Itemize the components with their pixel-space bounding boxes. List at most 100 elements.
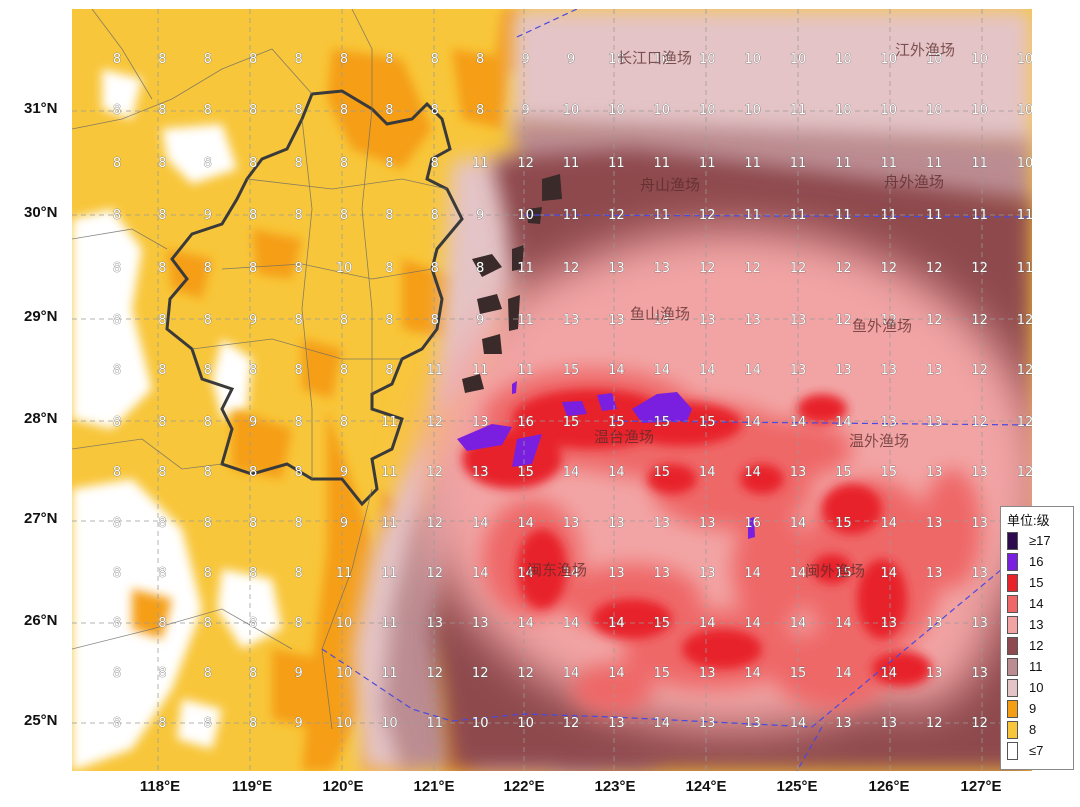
grid-value: 12 bbox=[1017, 363, 1032, 378]
grid-value: 12 bbox=[971, 313, 988, 328]
longitude-label: 123°E bbox=[594, 778, 636, 795]
grid-value: 11 bbox=[381, 666, 398, 681]
legend-item: 13 bbox=[1007, 615, 1071, 635]
grid-value: 12 bbox=[699, 208, 716, 223]
fishing-area-label: 江外渔场 bbox=[895, 41, 955, 59]
grid-value: 14 bbox=[835, 415, 852, 430]
grid-value: 12 bbox=[1017, 313, 1032, 328]
grid-value: 13 bbox=[608, 261, 625, 276]
grid-value: 8 bbox=[204, 261, 212, 276]
grid-value: 8 bbox=[158, 566, 166, 581]
grid-value: 14 bbox=[563, 666, 580, 681]
grid-value: 8 bbox=[385, 261, 393, 276]
legend-label: 12 bbox=[1029, 638, 1044, 653]
grid-value: 12 bbox=[563, 716, 580, 731]
grid-value: 13 bbox=[654, 566, 671, 581]
grid-value: 15 bbox=[654, 616, 671, 631]
grid-value: 13 bbox=[790, 313, 807, 328]
legend-item: 10 bbox=[1007, 678, 1071, 698]
grid-value: 14 bbox=[608, 666, 625, 681]
grid-value: 8 bbox=[204, 616, 212, 631]
fishing-area-label: 鱼山渔场 bbox=[630, 305, 690, 323]
legend-item: 12 bbox=[1007, 636, 1071, 656]
grid-value: 8 bbox=[340, 313, 348, 328]
grid-value: 8 bbox=[249, 716, 257, 731]
grid-value: 13 bbox=[744, 716, 761, 731]
grid-value: 8 bbox=[385, 313, 393, 328]
grid-value: 13 bbox=[427, 616, 444, 631]
grid-value: 10 bbox=[654, 52, 671, 67]
grid-value: 11 bbox=[790, 103, 807, 118]
grid-value: 11 bbox=[1017, 208, 1032, 223]
grid-value: 11 bbox=[881, 208, 898, 223]
legend-label: 11 bbox=[1029, 659, 1043, 674]
grid-value: 11 bbox=[381, 616, 398, 631]
grid-value: 8 bbox=[249, 566, 257, 581]
grid-value: 8 bbox=[204, 415, 212, 430]
grid-value: 13 bbox=[926, 516, 943, 531]
grid-value: 13 bbox=[881, 415, 898, 430]
grid-value: 15 bbox=[835, 566, 852, 581]
grid-value: 8 bbox=[158, 313, 166, 328]
gridlines bbox=[72, 9, 1032, 771]
grid-value: 8 bbox=[204, 516, 212, 531]
grid-value: 9 bbox=[340, 465, 348, 480]
grid-value: 11 bbox=[472, 363, 489, 378]
grid-value: 15 bbox=[654, 415, 671, 430]
fishing-area-label: 温外渔场 bbox=[849, 432, 909, 450]
grid-value: 10 bbox=[1017, 156, 1032, 171]
legend-swatch bbox=[1007, 679, 1018, 697]
grid-value: 12 bbox=[427, 666, 444, 681]
grid-value: 9 bbox=[204, 208, 212, 223]
grid-value: 15 bbox=[699, 415, 716, 430]
grid-value: 8 bbox=[431, 52, 439, 67]
wind-map-svg: 8 8 8 8 8 8 8 8 8 9 9 10 10 10 10 10 10 10 10 10 10 8 8 8 8 8 8 8 8 8… bbox=[72, 9, 1032, 771]
grid-value: 11 bbox=[608, 156, 625, 171]
grid-value: 13 bbox=[835, 716, 852, 731]
grid-value: 14 bbox=[790, 616, 807, 631]
grid-value: 12 bbox=[971, 363, 988, 378]
grid-value: 13 bbox=[790, 363, 807, 378]
grid-value: 8 bbox=[294, 52, 302, 67]
grid-value: 8 bbox=[158, 103, 166, 118]
grid-value: 8 bbox=[158, 716, 166, 731]
grid-value: 10 bbox=[790, 52, 807, 67]
grid-value: 8 bbox=[249, 52, 257, 67]
grid-value: 11 bbox=[835, 208, 852, 223]
grid-value: 8 bbox=[249, 363, 257, 378]
grid-value: 9 bbox=[249, 313, 257, 328]
grid-value: 10 bbox=[517, 208, 534, 223]
grid-value: 8 bbox=[113, 156, 121, 171]
grid-value: 13 bbox=[472, 465, 489, 480]
grid-value: 12 bbox=[971, 716, 988, 731]
grid-value: 10 bbox=[699, 52, 716, 67]
grid-value: 8 bbox=[249, 516, 257, 531]
grid-value: 13 bbox=[881, 716, 898, 731]
grid-value: 12 bbox=[971, 415, 988, 430]
grid-value: 11 bbox=[971, 208, 988, 223]
grid-value: 11 bbox=[381, 465, 398, 480]
grid-value: 12 bbox=[427, 516, 444, 531]
grid-value: 8 bbox=[158, 363, 166, 378]
grid-value: 15 bbox=[654, 666, 671, 681]
grid-value: 14 bbox=[608, 616, 625, 631]
grid-value: 13 bbox=[971, 616, 988, 631]
legend-swatch bbox=[1007, 574, 1018, 592]
grid-value: 12 bbox=[881, 313, 898, 328]
grid-value: 8 bbox=[113, 516, 121, 531]
grid-value: 14 bbox=[744, 566, 761, 581]
grid-value: 13 bbox=[563, 313, 580, 328]
legend-label: 14 bbox=[1029, 596, 1044, 611]
grid-value: 13 bbox=[699, 313, 716, 328]
grid-value: 8 bbox=[385, 156, 393, 171]
grid-value: 11 bbox=[654, 208, 671, 223]
grid-value: 14 bbox=[517, 616, 534, 631]
grid-value: 13 bbox=[608, 716, 625, 731]
longitude-label: 120°E bbox=[322, 778, 364, 795]
grid-value: 9 bbox=[476, 208, 484, 223]
legend-label: 16 bbox=[1029, 554, 1044, 569]
grid-value: 13 bbox=[472, 415, 489, 430]
grid-value: 8 bbox=[158, 156, 166, 171]
grid-value: 8 bbox=[340, 103, 348, 118]
legend-swatch bbox=[1007, 742, 1018, 760]
